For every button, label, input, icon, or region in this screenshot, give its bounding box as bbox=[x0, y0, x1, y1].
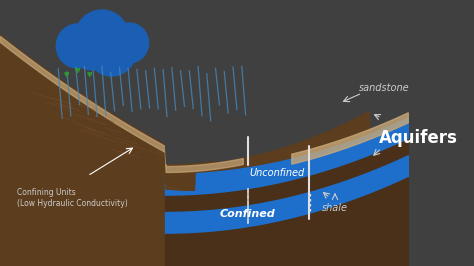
Text: sandstone: sandstone bbox=[359, 83, 410, 93]
Text: ψ: ψ bbox=[87, 71, 92, 77]
Circle shape bbox=[75, 10, 129, 66]
Circle shape bbox=[87, 26, 136, 76]
Text: Unconfined: Unconfined bbox=[249, 168, 304, 178]
Text: ψ: ψ bbox=[63, 71, 69, 77]
Text: Confining Units
(Low Hydraulic Conductivity): Confining Units (Low Hydraulic Conductiv… bbox=[18, 188, 128, 208]
Circle shape bbox=[56, 24, 99, 68]
Text: Confined: Confined bbox=[220, 209, 275, 219]
Circle shape bbox=[109, 23, 148, 63]
Text: Aquifers: Aquifers bbox=[379, 129, 457, 147]
Text: ψ: ψ bbox=[75, 67, 81, 73]
Circle shape bbox=[73, 30, 112, 70]
Text: shale: shale bbox=[322, 203, 348, 213]
